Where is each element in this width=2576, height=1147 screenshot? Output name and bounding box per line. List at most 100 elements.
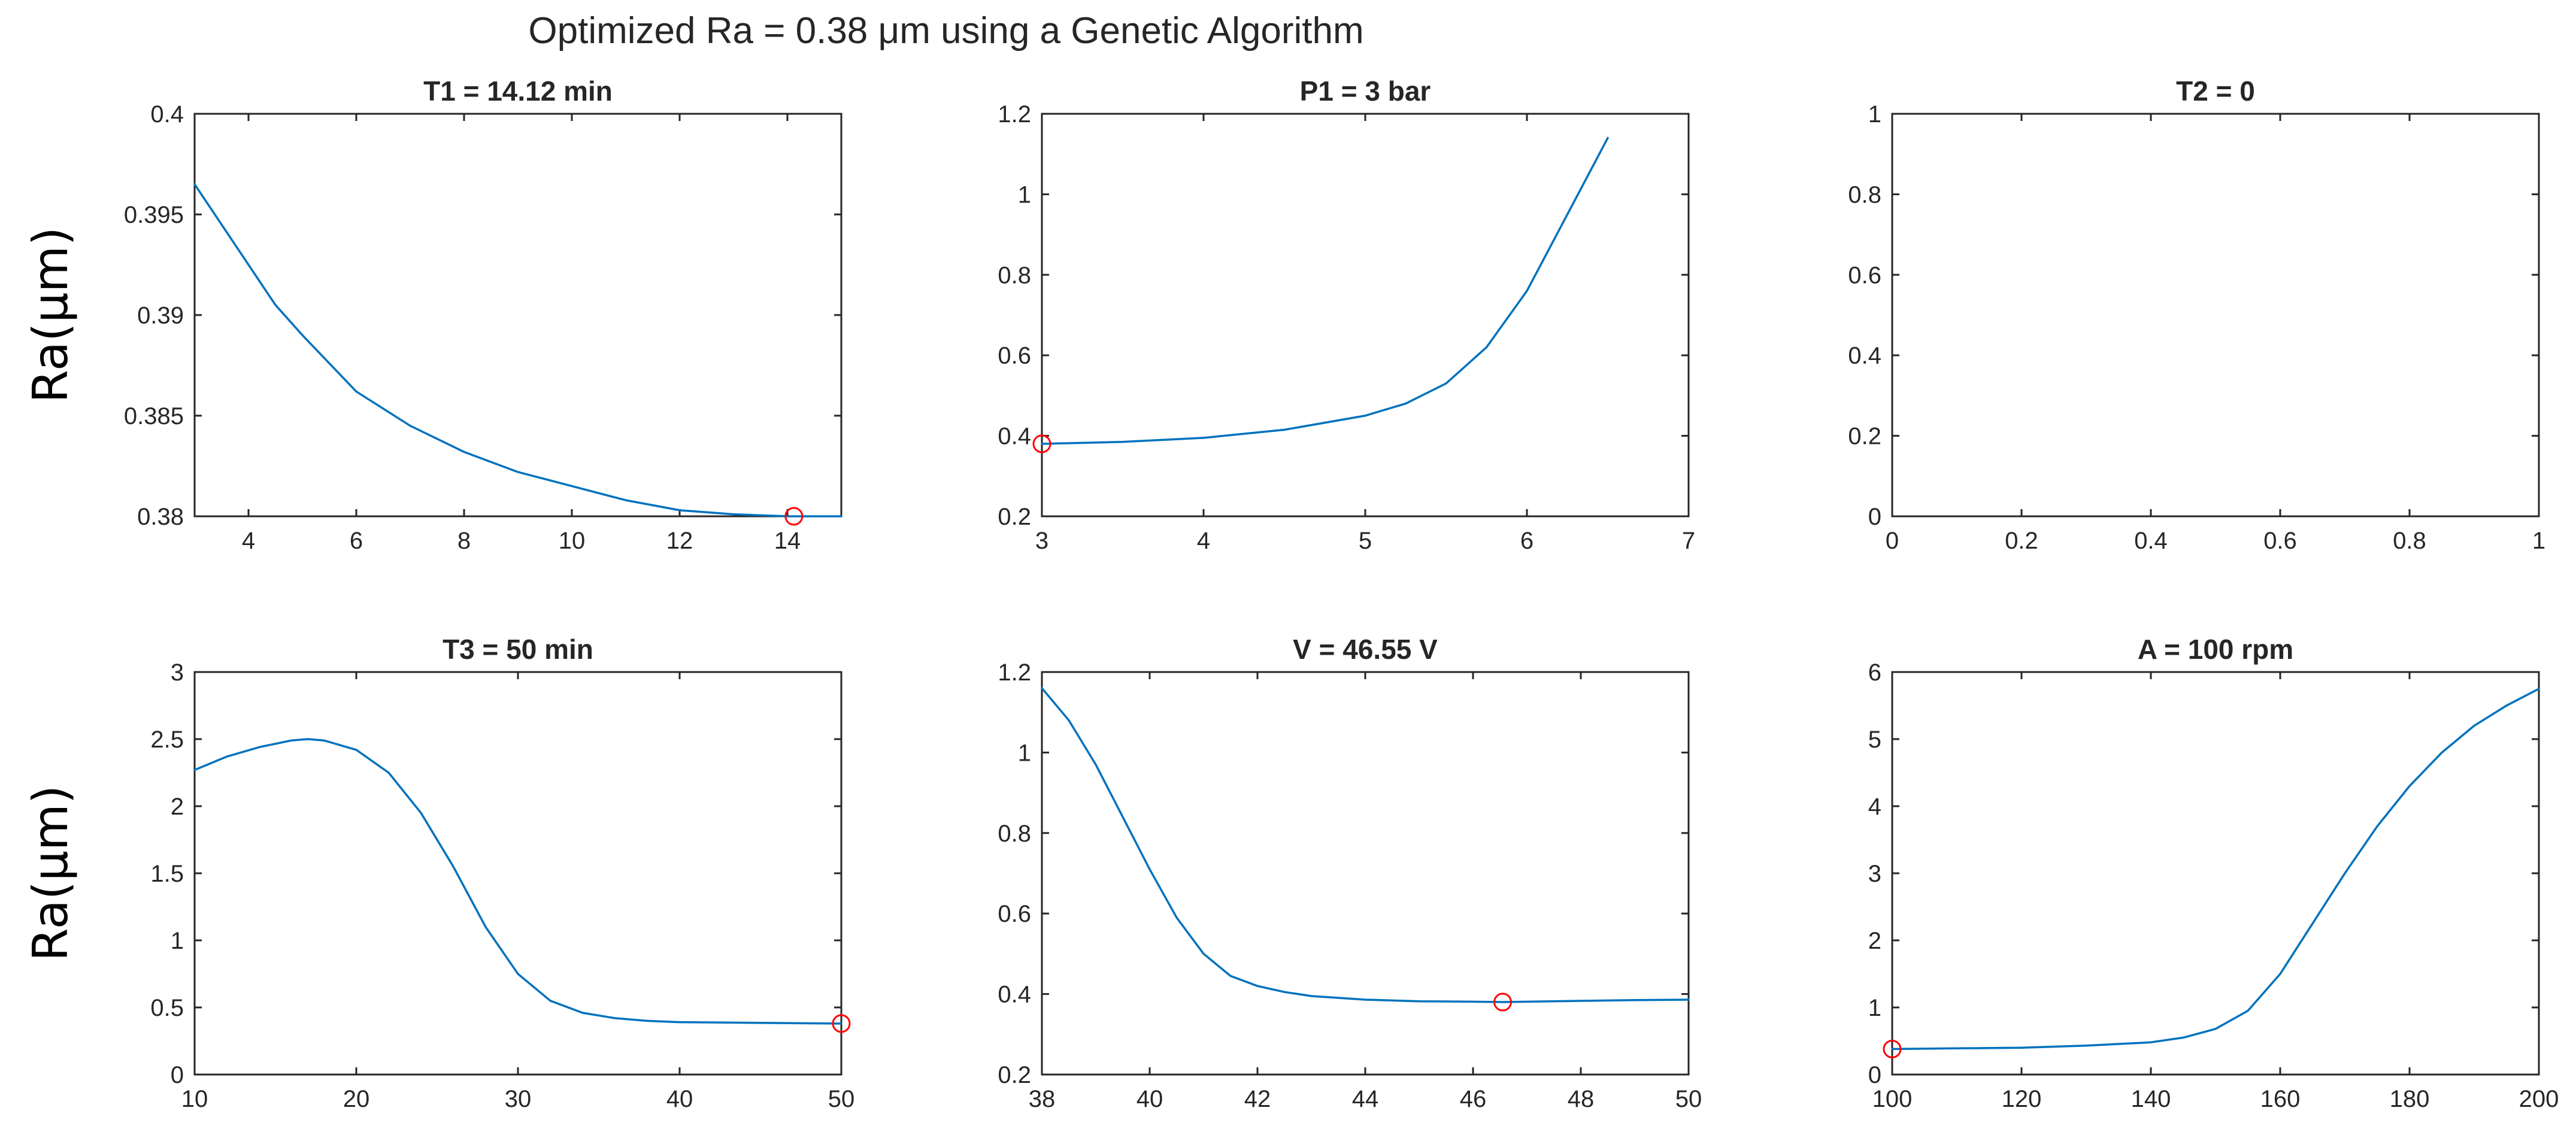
x-tick-label: 5 bbox=[1359, 528, 1372, 554]
y-tick-label: 0.39 bbox=[137, 302, 184, 329]
subplot-2-series-line bbox=[1041, 137, 1609, 445]
subplot-6-optimum-marker bbox=[1883, 1039, 1902, 1058]
x-tick-label: 140 bbox=[2131, 1086, 2171, 1112]
x-tick-label: 180 bbox=[2390, 1086, 2430, 1112]
subplot-5: V = 46.55 V 38 40 42 44 46 48 50 0.2 0.4 0.6 0.8 1 1.… bbox=[998, 634, 1702, 1112]
subplot-4-axes-box bbox=[193, 671, 842, 1076]
x-tick-label: 40 bbox=[666, 1086, 693, 1112]
subplot-3-axes-box bbox=[1891, 113, 2540, 517]
subplot-2-axes-box bbox=[1041, 113, 1690, 517]
subplot-3-title: T2 = 0 bbox=[2176, 75, 2255, 107]
x-tick-label: 100 bbox=[1872, 1086, 1913, 1112]
x-tick-label: 12 bbox=[666, 528, 693, 554]
y-tick-label: 0.4 bbox=[998, 982, 1031, 1008]
subplot-4-optimum-marker bbox=[832, 1014, 851, 1033]
y-tick-label: 0.4 bbox=[150, 101, 184, 128]
y-tick-label: 0.38 bbox=[137, 504, 184, 530]
x-tick-label: 6 bbox=[1520, 528, 1534, 554]
y-tick-label: 0.2 bbox=[1848, 423, 1881, 450]
subplot-1-optimum-marker bbox=[784, 507, 804, 526]
y-tick-label: 5 bbox=[1868, 727, 1881, 753]
subplot-4-series-line bbox=[193, 738, 842, 1025]
x-tick-label: 20 bbox=[343, 1086, 370, 1112]
x-tick-label: 4 bbox=[242, 528, 255, 554]
y-tick-label: 1 bbox=[1868, 101, 1881, 128]
y-tick-label: 0.395 bbox=[124, 202, 184, 228]
y-tick-label: 1.5 bbox=[150, 861, 184, 887]
subplot-6-title: A = 100 rpm bbox=[2138, 634, 2293, 665]
y-tick-label: 1 bbox=[1018, 740, 1031, 766]
y-tick-label: 0.5 bbox=[150, 995, 184, 1021]
x-tick-label: 10 bbox=[181, 1086, 208, 1112]
x-tick-label: 42 bbox=[1244, 1086, 1271, 1112]
y-tick-label: 0.6 bbox=[998, 901, 1031, 927]
subplot-4: T3 = 50 min 10 20 30 40 50 0 0.5 1 1.5 2 2.5 3 bbox=[150, 634, 854, 1112]
y-tick-label: 0.2 bbox=[998, 504, 1031, 530]
y-tick-label: 0 bbox=[1868, 504, 1881, 530]
y-tick-label: 2 bbox=[171, 794, 184, 820]
x-tick-label: 0.4 bbox=[2134, 528, 2168, 554]
x-tick-label: 120 bbox=[2002, 1086, 2042, 1112]
y-tick-label: 1.2 bbox=[998, 101, 1031, 128]
row-2-ylabel: Ra(μm) bbox=[23, 785, 78, 961]
subplot-3: T2 = 0 0 0.2 0.4 0.6 0.8 1 0 0.2 0.4 0.6 0.8 1 bbox=[1848, 75, 2545, 554]
y-tick-label: 0 bbox=[171, 1062, 184, 1088]
y-tick-label: 0.6 bbox=[998, 343, 1031, 369]
subplot-5-title: V = 46.55 V bbox=[1293, 634, 1438, 665]
x-tick-label: 48 bbox=[1568, 1086, 1595, 1112]
y-tick-label: 0.8 bbox=[1848, 181, 1881, 208]
x-tick-label: 4 bbox=[1197, 528, 1210, 554]
subplot-1-axes-box bbox=[193, 113, 842, 517]
row-ylabels: Ra(μm) Ra(μm) bbox=[23, 227, 78, 961]
x-tick-label: 160 bbox=[2260, 1086, 2301, 1112]
subplot-2-optimum-marker bbox=[1032, 434, 1051, 453]
x-tick-label: 14 bbox=[774, 528, 801, 554]
subplot-5-optimum-marker bbox=[1493, 992, 1512, 1012]
figure-title: Optimized Ra = 0.38 μm using a Genetic A… bbox=[528, 10, 1363, 52]
y-tick-label: 0.385 bbox=[124, 403, 184, 429]
y-tick-label: 3 bbox=[171, 659, 184, 686]
x-tick-label: 40 bbox=[1137, 1086, 1163, 1112]
x-tick-label: 200 bbox=[2519, 1086, 2559, 1112]
x-tick-label: 7 bbox=[1682, 528, 1695, 554]
x-tick-label: 6 bbox=[350, 528, 363, 554]
x-tick-label: 38 bbox=[1029, 1086, 1056, 1112]
x-tick-label: 0.2 bbox=[2005, 528, 2038, 554]
y-tick-label: 3 bbox=[1868, 861, 1881, 887]
subplot-1-series-line bbox=[193, 183, 842, 517]
row-1-ylabel: Ra(μm) bbox=[23, 227, 78, 403]
subplot-6-axes-box bbox=[1891, 671, 2540, 1076]
subplot-2: P1 = 3 bar 3 4 5 6 7 0.2 0.4 0.6 0.8 1 1.2 bbox=[998, 75, 1695, 554]
x-tick-label: 46 bbox=[1460, 1086, 1487, 1112]
x-tick-label: 10 bbox=[559, 528, 586, 554]
y-tick-label: 1 bbox=[1868, 995, 1881, 1021]
subplot-1: T1 = 14.12 min 4 6 8 10 12 14 0.38 0.385 0.39 0.39… bbox=[124, 75, 842, 554]
y-tick-label: 0 bbox=[1868, 1062, 1881, 1088]
subplot-5-series-line bbox=[1041, 687, 1690, 1003]
x-tick-label: 1 bbox=[2532, 528, 2545, 554]
y-tick-label: 0.8 bbox=[998, 262, 1031, 289]
y-tick-label: 0.4 bbox=[1848, 343, 1881, 369]
subplot-6: A = 100 rpm 100 120 140 160 180 200 0 1 2 3 4 5 6 bbox=[1868, 634, 2559, 1112]
x-tick-label: 0 bbox=[1886, 528, 1899, 554]
y-tick-label: 6 bbox=[1868, 659, 1881, 686]
y-tick-label: 2 bbox=[1868, 928, 1881, 954]
subplot-1-title: T1 = 14.12 min bbox=[423, 75, 613, 107]
y-tick-label: 0.8 bbox=[998, 821, 1031, 847]
subplot-6-series-line bbox=[1891, 688, 2540, 1051]
x-tick-label: 0.8 bbox=[2393, 528, 2426, 554]
y-tick-label: 0.6 bbox=[1848, 262, 1881, 289]
subplot-2-title: P1 = 3 bar bbox=[1300, 75, 1431, 107]
y-tick-label: 1 bbox=[171, 928, 184, 954]
y-tick-label: 0.4 bbox=[998, 423, 1031, 450]
y-tick-label: 1 bbox=[1018, 181, 1031, 208]
y-tick-label: 2.5 bbox=[150, 727, 184, 753]
y-tick-label: 4 bbox=[1868, 794, 1881, 820]
x-tick-label: 30 bbox=[505, 1086, 532, 1112]
subplot-4-title: T3 = 50 min bbox=[443, 634, 593, 665]
x-tick-label: 50 bbox=[1675, 1086, 1702, 1112]
subplot-5-axes-box bbox=[1041, 671, 1690, 1076]
y-tick-label: 0.2 bbox=[998, 1062, 1031, 1088]
